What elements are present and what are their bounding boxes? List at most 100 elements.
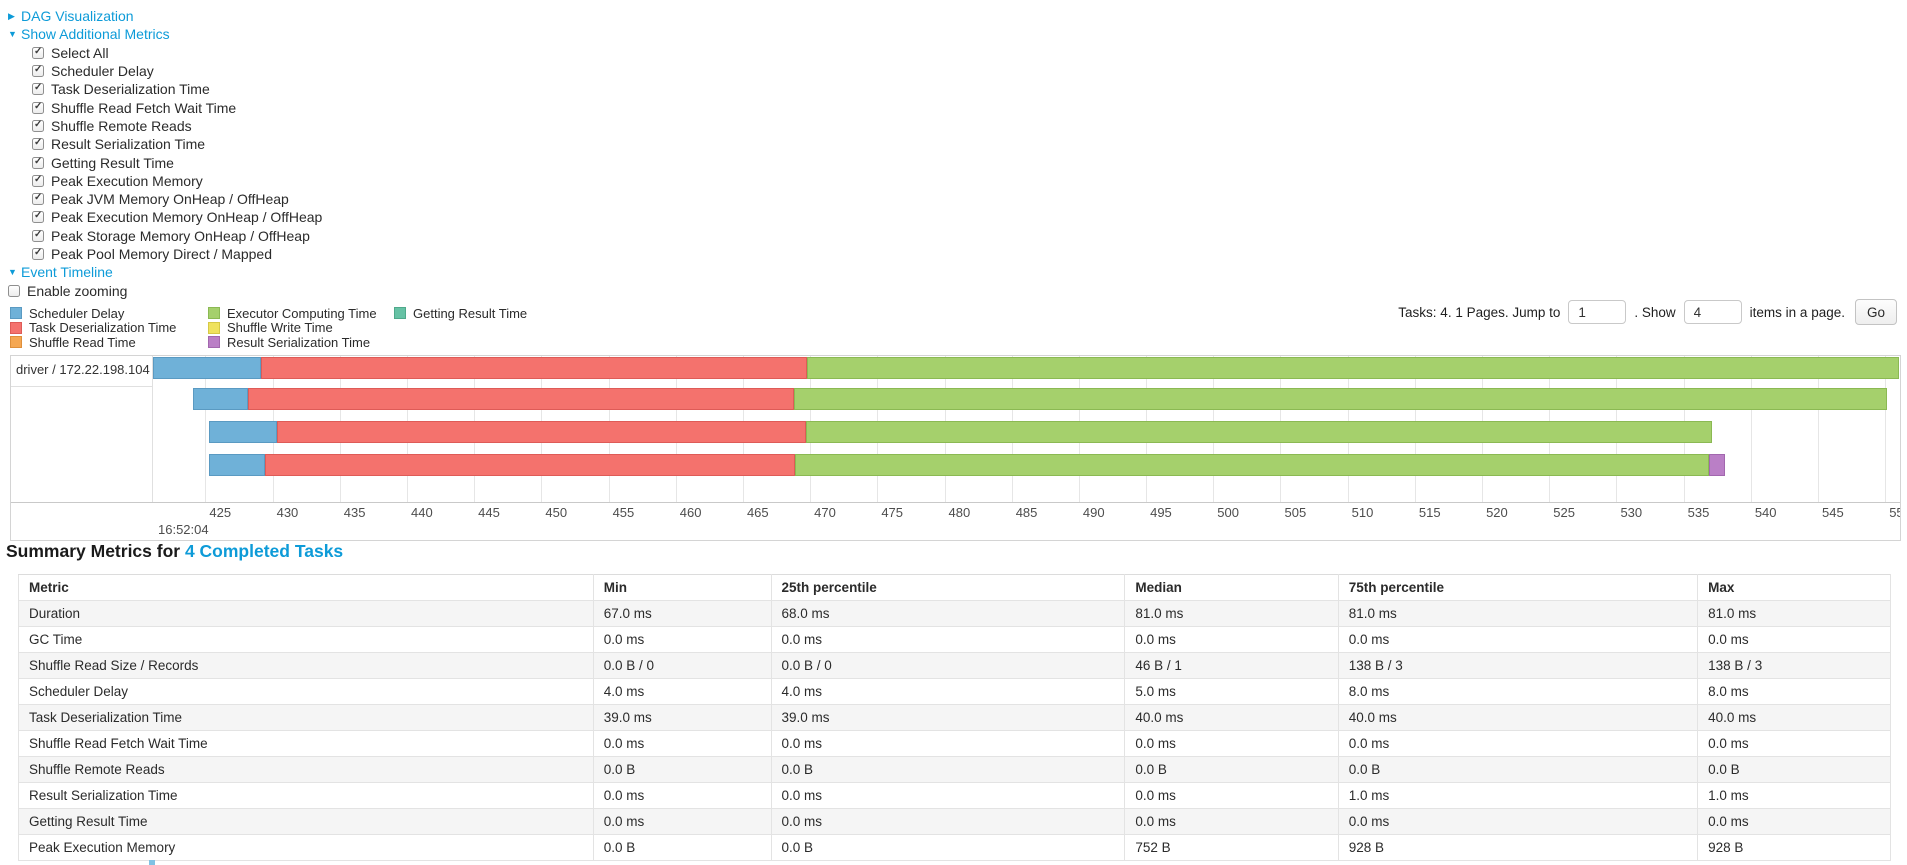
table-cell: 67.0 ms <box>592 600 772 627</box>
checkbox-result-serialization-time[interactable] <box>32 137 44 151</box>
table-cell: 1.0 ms <box>1697 782 1891 809</box>
event-timeline-chart: driver / 172.22.198.104 425 430 435 440 445 4… <box>10 355 1901 541</box>
checkbox-shuffle-read-fetch-wait-time[interactable] <box>32 101 44 114</box>
page-size-input[interactable] <box>1683 300 1742 324</box>
checkbox-peak-execution-memory-onheap-offheap[interactable] <box>32 210 44 224</box>
timeline-bar-segment-executor_computing[interactable] <box>806 421 1712 443</box>
legend-label: Executor Computing Time <box>227 305 377 321</box>
table-cell: 0.0 B <box>592 756 772 783</box>
checkbox-label: Peak Pool Memory Direct / Mapped <box>51 246 272 262</box>
dag-visualization-toggle[interactable]: ▶ DAG Visualization <box>8 7 322 25</box>
table-cell: 0.0 ms <box>1697 730 1891 757</box>
summary-metrics-heading: Summary Metrics for 4 Completed Tasks <box>6 541 343 562</box>
axis-tick-label: 485 <box>1015 505 1038 520</box>
enable-zooming-checkbox[interactable] <box>8 284 20 297</box>
timeline-bar-segment-scheduler_delay[interactable] <box>209 454 265 476</box>
table-cell: 0.0 ms <box>1697 808 1891 835</box>
axis-tick-label: 500 <box>1217 505 1239 520</box>
checkbox-peak-pool-memory-direct-mapped[interactable] <box>32 247 44 260</box>
timeline-bar-segment-task_deserialization[interactable] <box>248 388 794 410</box>
axis-tick-label: 505 <box>1284 505 1307 520</box>
timeline-bar-segment-scheduler_delay[interactable] <box>209 421 277 443</box>
axis-tick-label: 490 <box>1082 505 1105 520</box>
table-cell: 0.0 ms <box>1337 730 1699 757</box>
legend-swatch-icon <box>208 321 220 334</box>
legend-label: Getting Result Time <box>413 305 528 321</box>
axis-tick-label: 535 <box>1687 505 1710 520</box>
table-cell: 81.0 ms <box>1124 600 1339 627</box>
table-cell: 39.0 ms <box>770 704 1126 731</box>
checkbox-label: Result Serialization Time <box>51 136 206 153</box>
table-cell: 81.0 ms <box>1337 600 1699 627</box>
timeline-bar-segment-result_serialization[interactable] <box>1709 454 1726 476</box>
timeline-plot: 425 430 435 440 445 450 455 460 465 470 475 480 485 4… <box>153 356 1900 540</box>
legend-column: Executor Computing Time Shuffle Write Tim… <box>206 306 392 350</box>
timeline-bar-segment-executor_computing[interactable] <box>795 454 1710 476</box>
table-cell: 0.0 B <box>770 756 1126 783</box>
table-cell: Result Serialization Time <box>18 782 594 809</box>
table-cell: 0.0 B <box>1337 756 1699 783</box>
table-cell: 0.0 B <box>1697 756 1891 783</box>
column-header-metric: Metric <box>18 574 594 601</box>
enable-zooming-label: Enable zooming <box>27 282 128 299</box>
timeline-bar-segment-task_deserialization[interactable] <box>260 357 808 379</box>
metric-checkbox-row-peak-execution-memory-onheap-offheap: Peak Execution Memory OnHeap / OffHeap <box>32 208 322 226</box>
table-cell: 46 B / 1 <box>1124 652 1339 679</box>
table-cell: 0.0 ms <box>1124 782 1339 809</box>
table-cell: Shuffle Read Size / Records <box>18 652 594 679</box>
checkbox-peak-execution-memory[interactable] <box>32 174 44 187</box>
table-cell: 0.0 ms <box>770 626 1126 653</box>
checkbox-getting-result-time[interactable] <box>32 156 44 169</box>
checkbox-shuffle-remote-reads[interactable] <box>32 119 44 132</box>
timeline-bar-segment-scheduler_delay[interactable] <box>153 357 261 379</box>
timeline-bar-segment-executor_computing[interactable] <box>807 357 1899 379</box>
jump-to-page-input[interactable] <box>1568 300 1627 324</box>
show-additional-metrics-toggle[interactable]: ▼ Show Additional Metrics <box>8 25 322 43</box>
metric-checkbox-row-peak-execution-memory: Peak Execution Memory <box>32 172 322 190</box>
metric-checkbox-row-peak-jvm-memory-onheap-offheap: Peak JVM Memory OnHeap / OffHeap <box>32 190 322 208</box>
checkbox-task-deserialization-time[interactable] <box>32 82 44 96</box>
legend-swatch-icon <box>10 336 22 349</box>
legend-item-shuffle-write-time: Shuffle Write Time <box>206 320 392 335</box>
table-row-shuffle-remote-reads: Shuffle Remote Reads 0.0 B 0.0 B 0.0 B 0.0 B… <box>18 756 1891 783</box>
go-button[interactable]: Go <box>1854 299 1897 325</box>
legend-swatch-icon <box>10 321 22 334</box>
table-cell: Scheduler Delay <box>18 678 594 705</box>
axis-major-label: 16:52:04 <box>158 522 209 537</box>
timeline-bar-segment-executor_computing[interactable] <box>794 388 1887 410</box>
checkbox-label: Shuffle Read Fetch Wait Time <box>51 99 237 116</box>
event-timeline-toggle[interactable]: ▼ Event Timeline <box>8 263 322 281</box>
axis-tick-label: 530 <box>1620 505 1643 520</box>
table-row-peak-execution-memory: Peak Execution Memory 0.0 B 0.0 B 752 B 928 … <box>18 834 1891 861</box>
table-cell: 928 B <box>1337 834 1699 861</box>
checkbox-scheduler-delay[interactable] <box>32 64 44 78</box>
checkbox-peak-jvm-memory-onheap-offheap[interactable] <box>32 192 44 206</box>
checkbox-label: Select All <box>51 44 109 61</box>
items-per-page-text: items in a page. <box>1749 304 1845 320</box>
table-cell: Shuffle Read Fetch Wait Time <box>18 730 594 757</box>
timeline-bar-segment-task_deserialization[interactable] <box>264 454 796 476</box>
column-header-25th-percentile: 25th percentile <box>770 574 1126 601</box>
legend-swatch-icon <box>10 307 22 320</box>
table-row-getting-result-time: Getting Result Time 0.0 ms 0.0 ms 0.0 ms 0.0… <box>18 808 1891 835</box>
completed-tasks-link[interactable]: 4 Completed Tasks <box>184 541 344 561</box>
table-row-shuffle-read-fetch-wait-time: Shuffle Read Fetch Wait Time 0.0 ms 0.0 ms… <box>18 730 1891 757</box>
timeline-bar-segment-scheduler_delay[interactable] <box>193 388 249 410</box>
timeline-bar-segment-task_deserialization[interactable] <box>276 421 807 443</box>
expanded-arrow-icon: ▼ <box>8 267 17 278</box>
expanded-arrow-icon: ▼ <box>8 29 17 40</box>
tasks-count-text: Tasks: 4. 1 Pages. Jump to <box>1398 304 1561 320</box>
event-timeline-label: Event Timeline <box>21 264 113 281</box>
table-cell: Task Deserialization Time <box>18 704 594 731</box>
tasks-pagination: Tasks: 4. 1 Pages. Jump to . Show items … <box>1394 299 1897 325</box>
metric-checkbox-row-select-all: Select All <box>32 44 322 62</box>
checkbox-label: Task Deserialization Time <box>51 81 210 98</box>
metric-checkbox-row-task-deserialization-time: Task Deserialization Time <box>32 80 322 98</box>
table-cell: 8.0 ms <box>1697 678 1891 705</box>
checkbox-select-all[interactable] <box>32 46 44 59</box>
checkbox-peak-storage-memory-onheap-offheap[interactable] <box>32 229 44 242</box>
table-cell: 0.0 ms <box>592 782 772 809</box>
table-header-row: Metric Min 25th percentile Median 75th perce… <box>18 574 1891 601</box>
